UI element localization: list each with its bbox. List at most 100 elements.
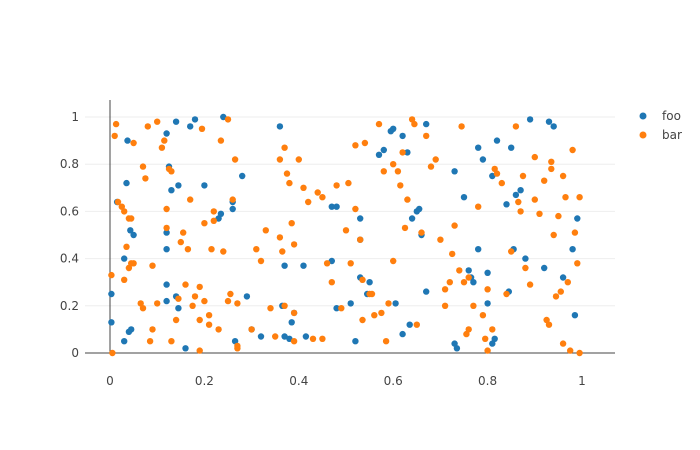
point-bar-98 bbox=[380, 168, 387, 175]
point-bar-165 bbox=[290, 338, 298, 345]
point-bar-63 bbox=[267, 305, 274, 312]
point-bar-29 bbox=[168, 338, 175, 345]
point-bar-73 bbox=[290, 241, 298, 248]
point-bar-80 bbox=[319, 335, 326, 342]
point-bar-105 bbox=[401, 224, 409, 232]
point-bar-22 bbox=[154, 118, 161, 125]
point-bar-33 bbox=[180, 229, 187, 236]
y-tick-label-1: 0.2 bbox=[60, 299, 79, 313]
point-bar-102 bbox=[394, 168, 402, 175]
point-bar-151 bbox=[557, 288, 564, 295]
point-bar-25 bbox=[163, 205, 170, 213]
point-bar-2 bbox=[111, 132, 118, 140]
axes bbox=[85, 100, 615, 354]
point-bar-110 bbox=[418, 229, 425, 236]
point-foo-0 bbox=[108, 290, 115, 298]
point-bar-95 bbox=[371, 312, 378, 319]
point-foo-17 bbox=[163, 246, 170, 253]
point-foo-38 bbox=[281, 262, 288, 269]
point-bar-75 bbox=[295, 156, 302, 163]
tick-labels: 0 0.2 0.4 0.6 0.8 1 0 0.2 0.4 0.6 0.8 1 bbox=[60, 110, 586, 388]
point-bar-115 bbox=[441, 286, 449, 293]
point-foo-98 bbox=[559, 274, 567, 281]
point-bar-65 bbox=[276, 156, 284, 163]
point-bar-56 bbox=[231, 156, 239, 163]
x-tick-label-1: 0.2 bbox=[195, 374, 214, 388]
point-foo-9 bbox=[130, 231, 137, 239]
point-foo-21 bbox=[175, 305, 182, 312]
point-bar-19 bbox=[146, 338, 154, 345]
point-bar-0 bbox=[108, 271, 115, 279]
legend-item-foo[interactable]: foo bbox=[639, 109, 681, 123]
point-bar-31 bbox=[175, 295, 182, 302]
point-foo-93 bbox=[522, 255, 529, 262]
point-foo-78 bbox=[475, 144, 482, 151]
point-bar-20 bbox=[149, 326, 156, 333]
point-bar-148 bbox=[550, 231, 557, 239]
point-foo-3 bbox=[121, 255, 128, 262]
point-bar-5 bbox=[118, 203, 126, 210]
point-bar-104 bbox=[399, 149, 406, 156]
point-bar-166 bbox=[359, 276, 366, 283]
point-bar-12 bbox=[130, 139, 137, 147]
legend-marker-foo bbox=[639, 112, 647, 120]
point-bar-67 bbox=[279, 248, 286, 255]
point-bar-21 bbox=[149, 262, 156, 269]
point-foo-30 bbox=[229, 205, 236, 213]
point-bar-44 bbox=[205, 321, 213, 328]
point-foo-27 bbox=[217, 210, 225, 217]
point-bar-37 bbox=[189, 302, 196, 309]
point-bar-109 bbox=[413, 321, 420, 328]
legend-marker-bar bbox=[639, 131, 647, 139]
point-bar-17 bbox=[142, 175, 149, 182]
point-bar-78 bbox=[309, 335, 317, 342]
point-foo-33 bbox=[243, 293, 251, 300]
point-bar-135 bbox=[508, 248, 515, 255]
point-bar-84 bbox=[338, 305, 345, 312]
point-bar-149 bbox=[552, 293, 560, 300]
point-bar-66 bbox=[276, 234, 284, 241]
point-foo-80 bbox=[479, 156, 487, 163]
point-foo-55 bbox=[366, 279, 373, 286]
point-foo-74 bbox=[460, 194, 468, 201]
legend-item-bar[interactable]: bar bbox=[639, 128, 682, 142]
point-foo-86 bbox=[493, 137, 501, 144]
point-bar-69 bbox=[281, 302, 288, 309]
point-bar-129 bbox=[484, 347, 491, 354]
point-bar-13 bbox=[130, 260, 137, 267]
point-bar-137 bbox=[515, 198, 522, 206]
point-foo-4 bbox=[123, 179, 130, 187]
point-bar-150 bbox=[555, 212, 562, 220]
point-bar-60 bbox=[253, 246, 260, 253]
point-foo-40 bbox=[286, 335, 293, 342]
point-bar-127 bbox=[482, 335, 489, 342]
point-foo-69 bbox=[423, 288, 430, 295]
point-bar-145 bbox=[543, 316, 550, 324]
point-bar-160 bbox=[576, 194, 583, 201]
point-bar-71 bbox=[286, 179, 293, 187]
point-foo-32 bbox=[239, 172, 246, 180]
point-bar-86 bbox=[345, 179, 352, 187]
point-bar-3 bbox=[112, 120, 120, 128]
point-foo-8 bbox=[128, 326, 135, 333]
point-bar-132 bbox=[493, 170, 501, 177]
point-bar-140 bbox=[522, 264, 529, 272]
point-foo-100 bbox=[571, 312, 579, 319]
point-bar-101 bbox=[390, 161, 397, 168]
point-foo-91 bbox=[512, 191, 520, 199]
point-bar-23 bbox=[158, 144, 166, 151]
point-bar-153 bbox=[562, 194, 569, 201]
point-bar-42 bbox=[201, 220, 208, 227]
point-bar-154 bbox=[564, 279, 571, 286]
point-foo-45 bbox=[328, 203, 335, 210]
point-bar-171 bbox=[559, 172, 567, 180]
point-bar-30 bbox=[172, 316, 180, 324]
point-foo-83 bbox=[489, 172, 496, 180]
point-foo-79 bbox=[475, 246, 482, 253]
point-foo-67 bbox=[416, 205, 423, 213]
point-foo-70 bbox=[423, 120, 430, 128]
legend[interactable]: foo bar bbox=[639, 109, 682, 142]
point-foo-62 bbox=[399, 330, 406, 338]
point-bar-134 bbox=[503, 290, 510, 298]
point-foo-89 bbox=[508, 144, 515, 151]
